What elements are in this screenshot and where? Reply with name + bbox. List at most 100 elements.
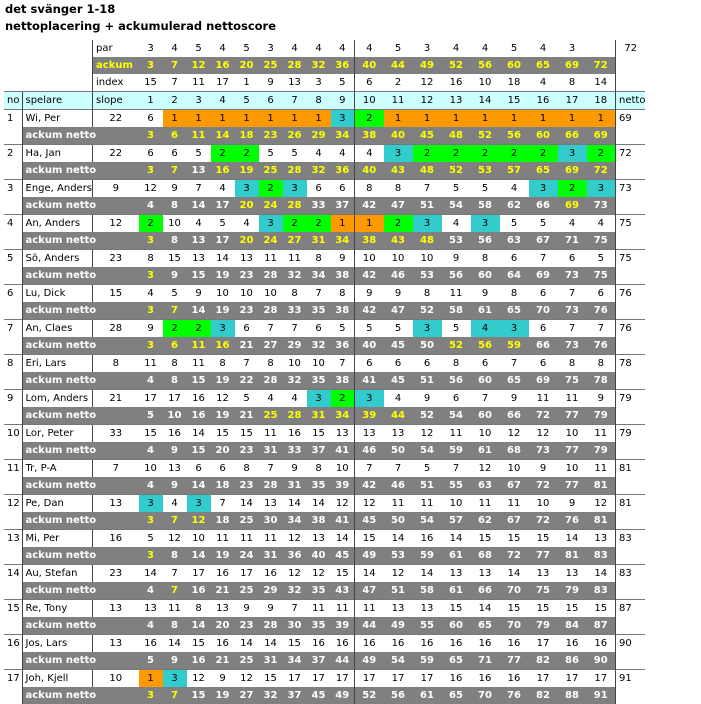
ackum-netto-cell: 9 xyxy=(162,442,187,460)
ackum-netto-row: ackum netto 3 6 11 16 21 27 29 32 36 40 45 50 52 56 59 6… xyxy=(4,337,646,355)
ackum-netto-cell: 39 xyxy=(354,407,384,425)
player-slope: 28 xyxy=(92,319,139,337)
player-netto: 75 xyxy=(615,249,646,267)
table-cell xyxy=(615,582,646,600)
player-name: Ha, Jan xyxy=(21,144,93,162)
placement-cell: 14 xyxy=(306,494,331,512)
ackum-netto-cell: 40 xyxy=(354,162,384,180)
ackum-netto-cell: 14 xyxy=(210,127,235,145)
ackum-netto-cell: 46 xyxy=(383,267,413,285)
ackum-netto-cell: 83 xyxy=(586,582,616,600)
ackum-netto-cell: 38 xyxy=(306,512,331,530)
ackum-netto-cell: 44 xyxy=(330,652,355,670)
placement-cell: 5 xyxy=(162,284,187,302)
hole-header: 4 xyxy=(210,91,235,110)
ackum-netto-cell: 38 xyxy=(330,372,355,390)
player-slope: 33 xyxy=(92,424,139,442)
ackum-netto-row: ackum netto 3 9 15 19 23 28 32 34 38 42 46 53 56 60 64 6… xyxy=(4,267,646,285)
player-no: 12 xyxy=(4,494,22,512)
ackum-netto-cell: 72 xyxy=(499,547,529,565)
placement-cell: 12 xyxy=(210,389,235,407)
ackum-netto-row: ackum netto 3 7 15 19 27 32 37 45 49 52 56 61 65 70 76 8… xyxy=(4,687,646,704)
ackum-netto-cell: 33 xyxy=(282,302,307,320)
placement-cell: 7 xyxy=(586,319,616,337)
ackum-netto-cell: 71 xyxy=(470,652,500,670)
placement-cell: 5 xyxy=(441,319,471,337)
placement-cell: 9 xyxy=(258,599,283,617)
placement-cell: 12 xyxy=(383,564,413,582)
ackum-cell: 32 xyxy=(306,57,331,74)
player-slope: 7 xyxy=(92,459,139,477)
ackum-netto-cell: 34 xyxy=(282,652,307,670)
ackum-netto-cell: 67 xyxy=(499,512,529,530)
player-slope: 13 xyxy=(92,599,139,617)
placement-cell: 15 xyxy=(258,669,283,687)
ackum-netto-cell: 26 xyxy=(282,127,307,145)
ackum-netto-cell: 35 xyxy=(306,372,331,390)
placement-cell: 4 xyxy=(234,214,259,232)
ackum-netto-cell: 25 xyxy=(258,407,283,425)
table-cell xyxy=(615,687,646,704)
player-row: 4 An, Anders 12 2 10 4 5 4 3 2 2 1 1 2 3 4 3 5 5 4 4 75 xyxy=(4,214,646,232)
placement-cell: 11 xyxy=(383,494,413,512)
ackum-netto-label: ackum netto xyxy=(21,302,139,320)
ackum-netto-cell: 4 xyxy=(138,197,163,215)
table-cell xyxy=(4,687,22,704)
placement-cell: 2 xyxy=(162,319,187,337)
player-slope: 10 xyxy=(92,669,139,687)
ackum-netto-cell: 52 xyxy=(412,302,442,320)
ackum-netto-row: ackum netto 4 9 14 18 23 28 31 35 39 42 46 51 55 63 67 7… xyxy=(4,477,646,495)
placement-cell: 3 xyxy=(306,389,331,407)
placement-cell: 13 xyxy=(354,424,384,442)
table-cell xyxy=(4,302,22,320)
index-cell: 16 xyxy=(449,77,463,88)
placement-cell: 13 xyxy=(330,424,355,442)
player-netto: 76 xyxy=(615,319,646,337)
ackum-netto-cell: 45 xyxy=(383,337,413,355)
ackum-netto-cell: 17 xyxy=(210,232,235,250)
placement-cell: 4 xyxy=(383,389,413,407)
placement-cell: 3 xyxy=(586,179,616,197)
ackum-netto-cell: 17 xyxy=(210,197,235,215)
placement-cell: 17 xyxy=(586,669,616,687)
ackum-netto-cell: 38 xyxy=(330,302,355,320)
placement-cell: 2 xyxy=(234,144,259,162)
placement-cell: 11 xyxy=(282,249,307,267)
table-cell xyxy=(4,442,22,460)
placement-cell: 13 xyxy=(470,564,500,582)
placement-cell: 7 xyxy=(162,564,187,582)
placement-cell: 10 xyxy=(306,354,331,372)
ackum-netto-cell: 50 xyxy=(383,512,413,530)
ackum-label: ackum xyxy=(92,57,139,74)
table-cell xyxy=(615,302,646,320)
ackum-netto-label: ackum netto xyxy=(21,477,139,495)
player-no: 9 xyxy=(4,389,22,407)
placement-cell: 10 xyxy=(499,459,529,477)
table-cell xyxy=(615,652,646,670)
table-cell xyxy=(4,57,22,74)
index-cell: 12 xyxy=(420,77,434,88)
placement-cell: 10 xyxy=(412,249,442,267)
player-slope: 23 xyxy=(92,564,139,582)
placement-cell: 1 xyxy=(354,214,384,232)
placement-cell: 17 xyxy=(528,669,558,687)
placement-cell: 8 xyxy=(383,179,413,197)
par-label: par xyxy=(92,40,139,57)
placement-cell: 4 xyxy=(210,179,235,197)
placement-cell: 10 xyxy=(138,459,163,477)
ackum-netto-row: ackum netto 3 6 11 14 18 23 26 29 34 38 40 45 48 52 56 6… xyxy=(4,127,646,145)
ackum-cell: 56 xyxy=(470,57,500,74)
ackum-netto-cell: 87 xyxy=(586,617,616,635)
ackum-netto-cell: 34 xyxy=(282,512,307,530)
ackum-netto-cell: 76 xyxy=(586,302,616,320)
placement-cell: 6 xyxy=(234,319,259,337)
placement-cell: 15 xyxy=(528,599,558,617)
player-name: Re, Tony xyxy=(21,599,93,617)
placement-cell: 3 xyxy=(412,319,442,337)
ackum-netto-cell: 16 xyxy=(186,407,211,425)
table-cell xyxy=(615,442,646,460)
par-row: par 3 4 5 4 5 3 4 4 4 4 5 3 4 4 5 4 3 72 xyxy=(4,40,646,57)
placement-cell: 7 xyxy=(306,284,331,302)
placement-cell: 12 xyxy=(282,529,307,547)
placement-cell: 14 xyxy=(234,494,259,512)
